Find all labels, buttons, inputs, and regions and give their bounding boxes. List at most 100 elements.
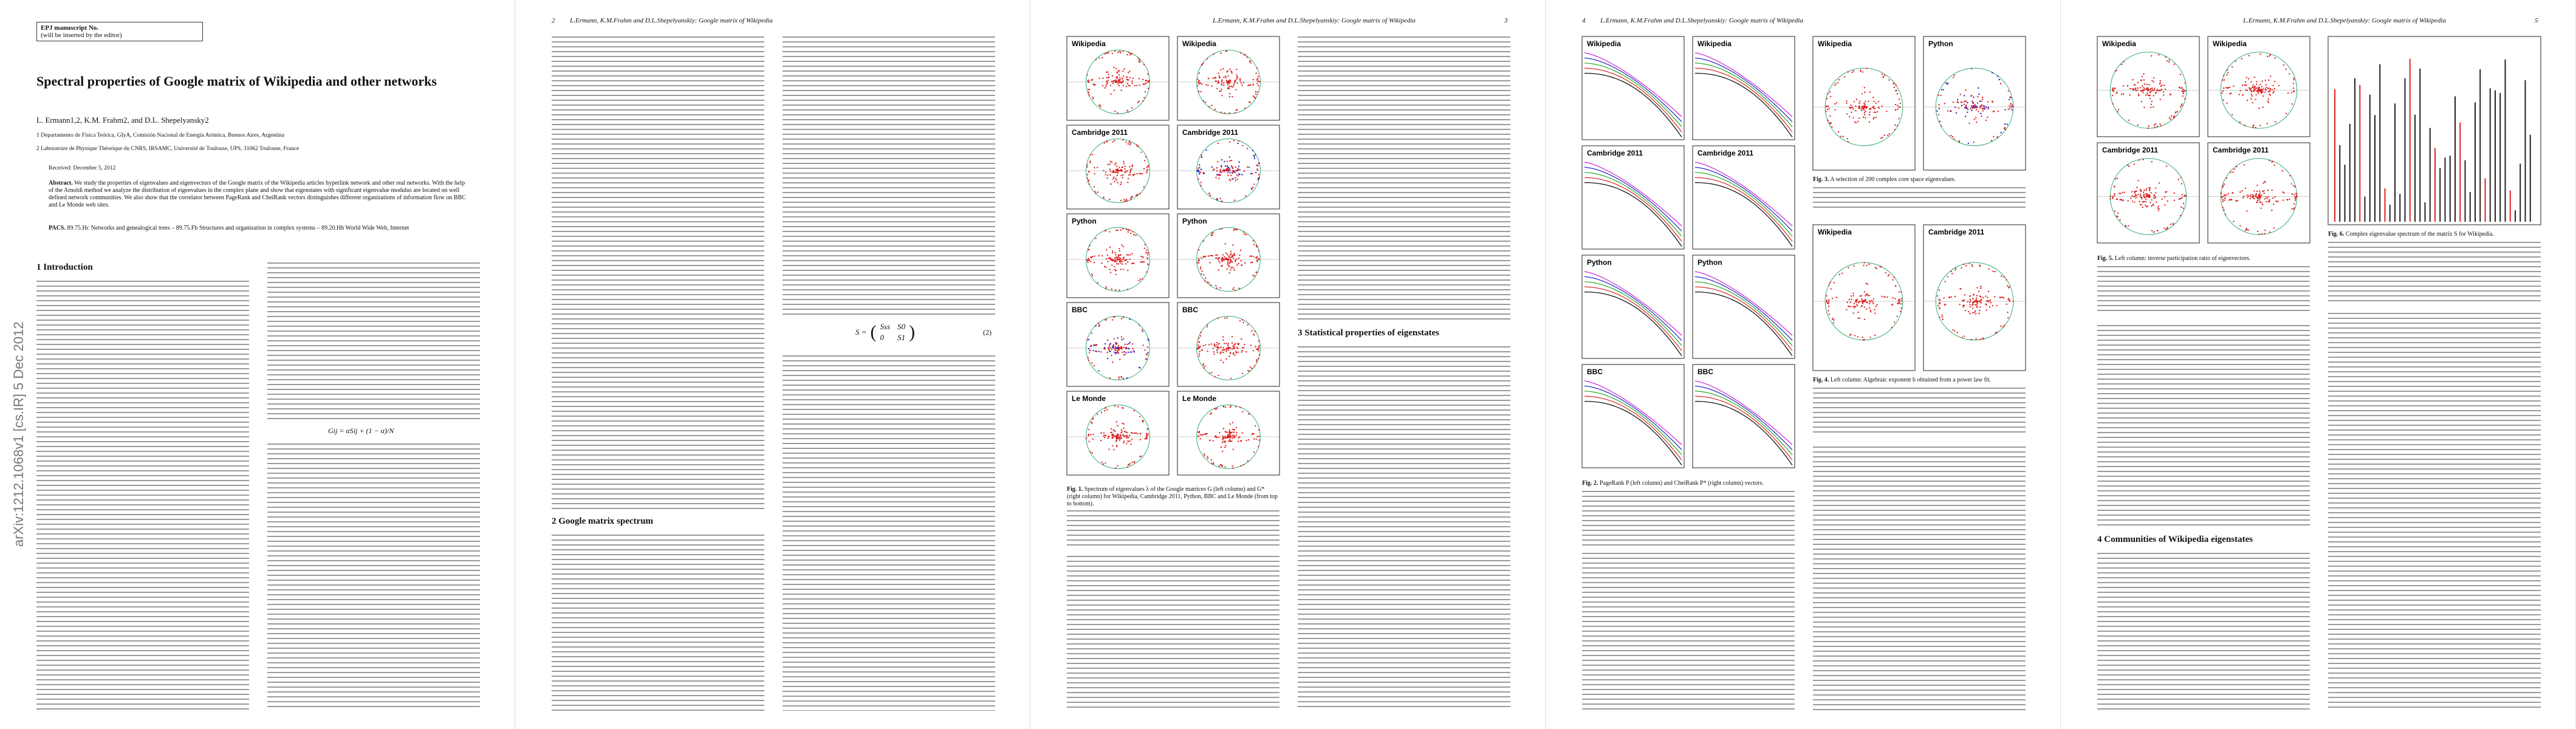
matrix-entry: 0 [880, 333, 885, 342]
eigenvalue-dot [1258, 439, 1260, 441]
eigenvalue-dot [1231, 422, 1234, 423]
eigenvalue-dot [1103, 434, 1105, 437]
eigenvalue-dot [1117, 258, 1119, 261]
eigenvalue-dot [1224, 466, 1226, 468]
eigenvalue-dot [1134, 432, 1136, 434]
eigenvalue-dot [1237, 175, 1239, 177]
page-4: 4 L.Ermann, K.M.Frahm and D.L.Shepelyans… [1546, 0, 2061, 729]
eigenvalue-dot [1255, 346, 1256, 347]
eigenvalue-dot [1198, 72, 1201, 74]
eigenvalue-dot [1143, 168, 1145, 169]
caption: Fig. 1. Spectrum of eigenvalues λ of the… [1067, 486, 1279, 508]
eigenvalue-dot [1120, 347, 1122, 349]
panel-label: Wikipedia [1818, 39, 1852, 48]
eigenvalue-dot [1242, 145, 1244, 147]
eigenvalue-dot [1212, 463, 1214, 465]
eigenvalue-dot [1224, 160, 1225, 163]
eigenvalue-dot [1208, 282, 1210, 284]
body-text [2097, 553, 2310, 711]
eigenvalue-dot [1119, 78, 1121, 81]
eigenvalue-dot [1221, 256, 1224, 259]
body-text [36, 281, 249, 711]
eigenvalue-dot [1855, 98, 1858, 100]
eigenvalue-dot [1143, 261, 1145, 263]
body-text [783, 36, 995, 316]
eigenvalue-dot [1245, 439, 1247, 442]
eigenvalue-dot [1228, 436, 1230, 438]
eigenvalue-dot [1141, 329, 1143, 331]
eigenvalue-dot [1216, 407, 1218, 409]
eigenvalue-dot [1095, 325, 1097, 327]
eigenvalue-dot [1224, 317, 1226, 319]
caption-text [1813, 187, 2026, 211]
eigenvalue-dot [1211, 85, 1213, 87]
eigenvalue-dot [1091, 275, 1094, 276]
eigenvalue-dot [1219, 261, 1221, 264]
eigenvalue-dot [1107, 71, 1109, 73]
eigenvalue-dot [1116, 342, 1118, 344]
eigenvalue-dot [1086, 166, 1088, 168]
eigenvalue-dot [1117, 337, 1118, 339]
eigenvalue-dot [1240, 465, 1242, 467]
eigenvalue-dot [1088, 258, 1089, 259]
eigenvalue-dot [1145, 353, 1148, 355]
eigenvalue-dot [1086, 177, 1089, 179]
eigenvalue-dot [1228, 432, 1231, 434]
eigenvalue-dot [1111, 437, 1113, 439]
eigenvalue-dot [1088, 183, 1091, 185]
eigenvalue-dot [1092, 96, 1094, 98]
caption-text [2328, 242, 2541, 303]
eigenvalue-dot [1105, 174, 1106, 176]
eigenvalue-dot [1222, 361, 1224, 363]
eigenvalue-dot [1115, 179, 1117, 181]
eigenvalue-dot [1235, 289, 1236, 292]
eigenvalue-dot [1100, 351, 1102, 353]
eigenvalue-dot [1108, 74, 1109, 75]
eigenvalue-dot [1256, 67, 1258, 69]
eigenvalue-dot [1115, 165, 1118, 167]
eigenvalue-dot [1202, 62, 1204, 64]
eigenvalue-dot [1228, 347, 1230, 349]
eigenvalue-dot [1257, 358, 1259, 360]
eigenvalue-dot [1106, 71, 1108, 74]
eigenvalue-dot [1117, 263, 1120, 265]
eigenvalue-dot [1147, 433, 1149, 435]
panel-frame [1581, 255, 1685, 359]
eigenvalue-dot [1107, 174, 1109, 176]
eigenvalue-dot [1086, 74, 1088, 76]
eigenvalue-dot [1225, 358, 1227, 360]
eigenvalue-dot [1120, 431, 1122, 434]
page-number: 5 [2535, 17, 2538, 24]
eigenvalue-dot [1256, 91, 1258, 93]
eigenvalue-dot [1227, 168, 1229, 171]
eigenvalue-dot [1108, 345, 1111, 347]
eigenvalue-dot [1127, 261, 1129, 263]
eigenvalue-dot [1114, 252, 1116, 254]
eigenvalue-dot [1089, 451, 1091, 453]
eigenvalue-dot [1105, 171, 1107, 173]
eigenvalue-dot [1216, 351, 1219, 354]
curve [1694, 401, 1793, 465]
eigenvalue-dot [1114, 269, 1116, 271]
eigenvalue-dot [1248, 439, 1250, 441]
eigenvalue-dot [1114, 171, 1116, 173]
eigenvalue-dot [1233, 228, 1236, 230]
eigenvalue-dot [1216, 167, 1218, 169]
eigenvalue-dot [1088, 347, 1090, 350]
eigenvalue-dot [1197, 344, 1199, 346]
eigenvalue-dot [1211, 372, 1213, 374]
eigenvalue-dot [1252, 261, 1253, 263]
eigenvalue-dot [1114, 110, 1116, 112]
eigenvalue-dot [1142, 420, 1144, 422]
eigenvalue-dot [1258, 350, 1259, 352]
eigenvalue-dot [1143, 64, 1145, 66]
eigenvalue-dot [1139, 84, 1140, 86]
curve [1584, 172, 1682, 237]
eigenvalue-dot [1123, 160, 1125, 163]
eigenvalue-dot [1143, 97, 1145, 98]
eigenvalue-dot [1203, 453, 1205, 455]
eigenvalue-dot [1111, 288, 1113, 290]
eigenvalue-dot [1229, 93, 1231, 95]
eigenvalue-dot [1126, 435, 1128, 437]
eigenvalue-dot [1117, 352, 1119, 354]
